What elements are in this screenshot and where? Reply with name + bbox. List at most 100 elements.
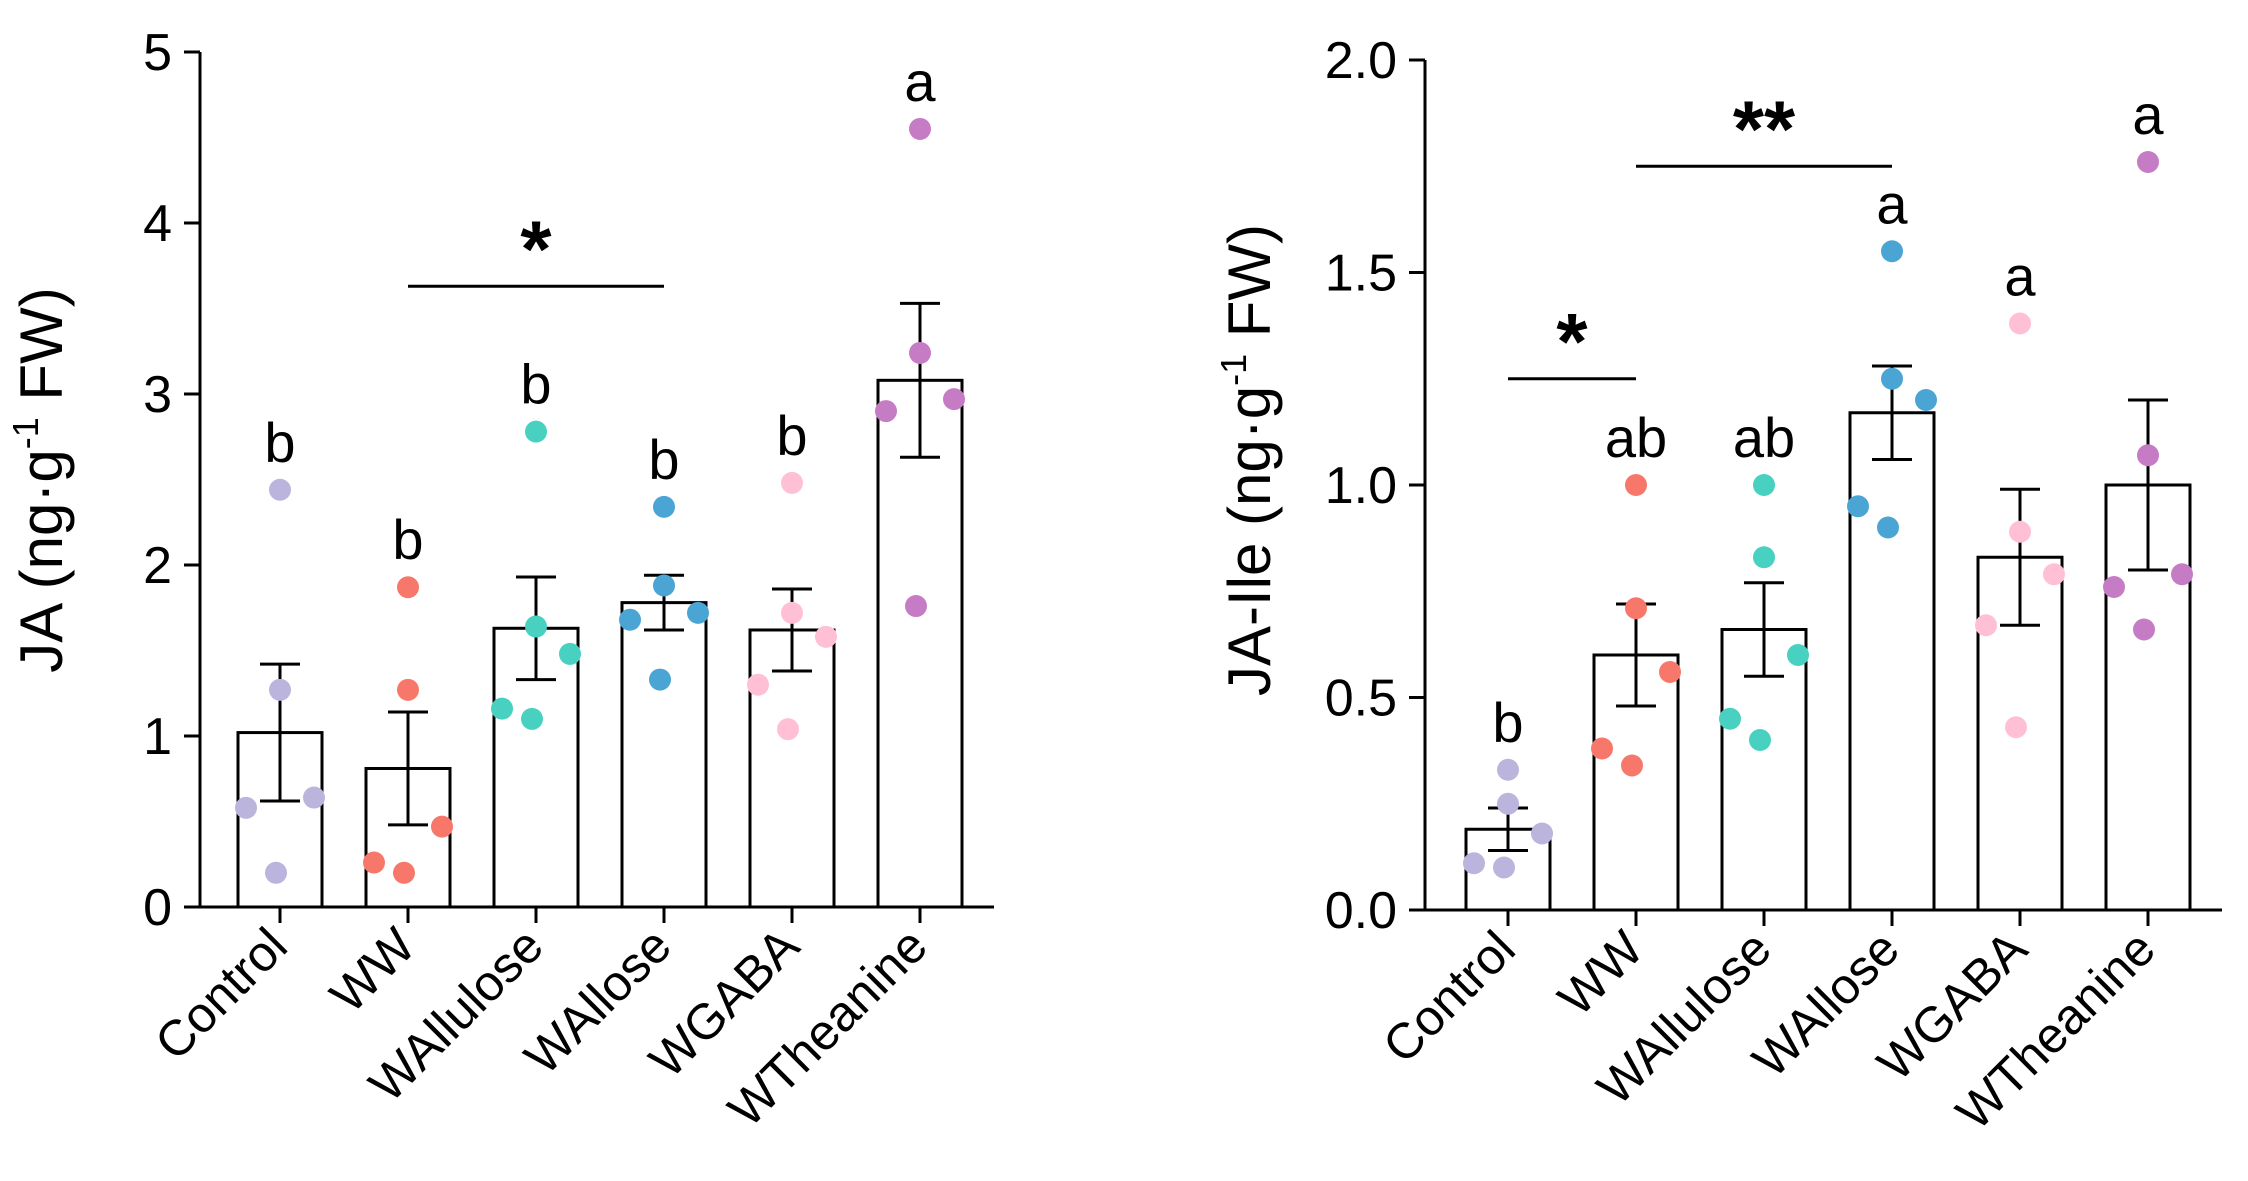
data-point-WAllose: [687, 601, 709, 624]
data-point-WW: [1621, 754, 1643, 777]
data-point-WTheanine: [2133, 618, 2155, 641]
data-point-Control: [1463, 852, 1485, 875]
data-point-WW: [397, 576, 419, 599]
y-tick-label: 1: [143, 708, 172, 766]
y-tick-label: 2: [143, 537, 172, 595]
data-point-WTheanine: [2137, 444, 2159, 467]
data-point-WAllose: [619, 608, 641, 631]
significance-letter-Control: b: [1492, 691, 1523, 754]
data-point-Control: [1497, 792, 1519, 815]
bar-WGABA: [748, 628, 836, 909]
y-axis-label-tail: FW): [1216, 224, 1283, 354]
significance-letter-WTheanine: a: [2132, 83, 2164, 146]
data-point-WAllulose: [1719, 707, 1741, 730]
y-axis-label-sup: -1: [5, 417, 46, 449]
data-point-WGABA: [1975, 614, 1997, 637]
significance-letter-WGABA: b: [776, 404, 807, 467]
data-point-WTheanine: [875, 400, 897, 423]
significance-star: *: [1556, 297, 1588, 386]
x-tick-label-WW: WW: [1547, 920, 1654, 1027]
significance-letter-WGABA: a: [2004, 245, 2036, 308]
y-tick-label: 0: [143, 879, 172, 937]
data-point-Control: [269, 678, 291, 701]
data-point-WAllulose: [1787, 644, 1809, 666]
data-point-WGABA: [2043, 563, 2065, 586]
bar-WW: [364, 766, 452, 909]
data-point-WTheanine: [905, 595, 927, 618]
data-point-WGABA: [2005, 716, 2027, 739]
data-point-WTheanine: [909, 117, 931, 140]
data-point-WGABA: [777, 718, 799, 741]
data-point-WTheanine: [2171, 563, 2193, 586]
y-tick-label: 4: [143, 195, 172, 253]
x-tick-label-Control: Control: [144, 917, 298, 1071]
y-axis-label-sup: -1: [1213, 354, 1254, 386]
data-point-Control: [1531, 822, 1553, 845]
data-point-WAllose: [653, 495, 675, 518]
y-axis-label-tail: FW): [8, 287, 75, 417]
data-point-WAllose: [1881, 367, 1903, 390]
data-point-WGABA: [2009, 312, 2031, 335]
data-point-WAllulose: [525, 615, 547, 638]
data-point-WGABA: [781, 601, 803, 624]
data-point-WGABA: [815, 625, 837, 648]
x-tick-label-Control: Control: [1372, 920, 1526, 1074]
data-point-WGABA: [2009, 520, 2031, 543]
significance-letter-Control: b: [264, 411, 295, 474]
significance-letter-WAllulose: ab: [1733, 406, 1795, 469]
data-point-WTheanine: [909, 341, 931, 364]
significance-star: **: [1733, 84, 1796, 173]
y-axis-label: JA (ng·g-1 FW): [5, 287, 75, 672]
y-tick-label: 2.0: [1325, 32, 1397, 90]
data-point-WAllulose: [1753, 474, 1775, 496]
y-tick-label: 3: [143, 366, 172, 424]
data-point-WTheanine: [2137, 151, 2159, 173]
y-axis-label-main: JA (ng·g: [8, 449, 75, 672]
data-point-WTheanine: [943, 388, 965, 411]
chart-2: 0.0 0.5 1.0 1.5 2.0 JA-Ile (ng·g-1 FW) b Contro…: [1213, 32, 2222, 1141]
y-tick-label: 0.0: [1325, 882, 1397, 940]
data-point-WAllose: [649, 668, 671, 691]
data-point-WAllose: [653, 574, 675, 597]
data-point-WAllose: [1877, 516, 1899, 539]
bar-WAllose: [620, 601, 708, 909]
data-point-WAllulose: [521, 707, 543, 730]
y-tick-label: 0.5: [1325, 670, 1397, 728]
significance-letter-WTheanine: a: [904, 50, 936, 113]
data-point-WGABA: [747, 673, 769, 696]
data-point-WAllulose: [525, 420, 547, 443]
significance-letter-WW: ab: [1605, 406, 1667, 469]
data-point-WW: [1659, 661, 1681, 683]
x-tick-label-WW: WW: [319, 917, 426, 1024]
significance-letter-WAllose: a: [1876, 172, 1908, 235]
y-tick-label: 1.0: [1325, 457, 1397, 515]
data-point-WAllulose: [1753, 546, 1775, 569]
significance-letter-WAllose: b: [648, 428, 679, 491]
significance-letter-WW: b: [392, 508, 423, 571]
data-point-WTheanine: [2103, 576, 2125, 598]
bar-WAllose: [1848, 411, 1936, 912]
data-point-WW: [1625, 597, 1647, 620]
data-point-WAllulose: [491, 697, 513, 720]
data-point-Control: [235, 796, 257, 819]
data-point-Control: [269, 478, 291, 501]
data-point-WW: [363, 851, 385, 874]
data-point-WW: [431, 815, 453, 838]
data-point-WAllose: [1915, 389, 1937, 411]
y-axis-label: JA-Ile (ng·g-1 FW): [1213, 224, 1283, 696]
data-point-WAllose: [1881, 240, 1903, 263]
data-point-Control: [1497, 758, 1519, 781]
bar-WTheanine: [876, 378, 964, 909]
data-point-Control: [1493, 856, 1515, 879]
data-point-Control: [303, 786, 325, 809]
data-point-WAllulose: [1749, 729, 1771, 751]
y-axis-label-main: JA-Ile (ng·g: [1216, 386, 1283, 696]
data-point-WAllulose: [559, 642, 581, 665]
data-point-WW: [393, 861, 415, 884]
data-point-WAllose: [1847, 495, 1869, 518]
data-point-WW: [397, 678, 419, 701]
y-tick-label: 5: [143, 24, 172, 82]
data-point-WGABA: [781, 471, 803, 494]
